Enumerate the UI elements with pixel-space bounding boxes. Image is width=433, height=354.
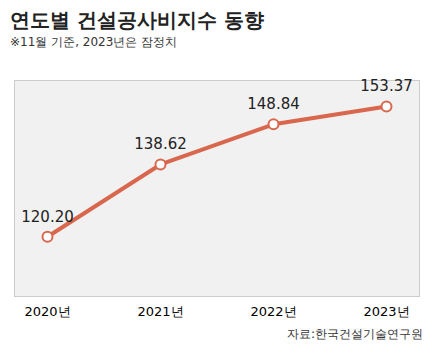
svg-text:2023년: 2023년: [363, 304, 409, 319]
svg-text:2021년: 2021년: [137, 304, 183, 319]
svg-text:148.84: 148.84: [247, 95, 300, 113]
html-text:자료:한국건설기술연구원: 자료:한국건설기술연구원: [287, 327, 423, 341]
html-text:연도별 건설공사비지수 동향: 연도별 건설공사비지수 동향: [10, 8, 264, 32]
html-text:※11월 기준, 2023년은 잠정치: ※11월 기준, 2023년은 잠정치: [10, 35, 178, 49]
svg-text:2020년: 2020년: [24, 304, 70, 319]
svg-text:138.62: 138.62: [134, 135, 187, 153]
svg-text:153.37: 153.37: [360, 77, 413, 95]
svg-text:120.20: 120.20: [21, 208, 74, 226]
svg-text:2022년: 2022년: [250, 304, 296, 319]
